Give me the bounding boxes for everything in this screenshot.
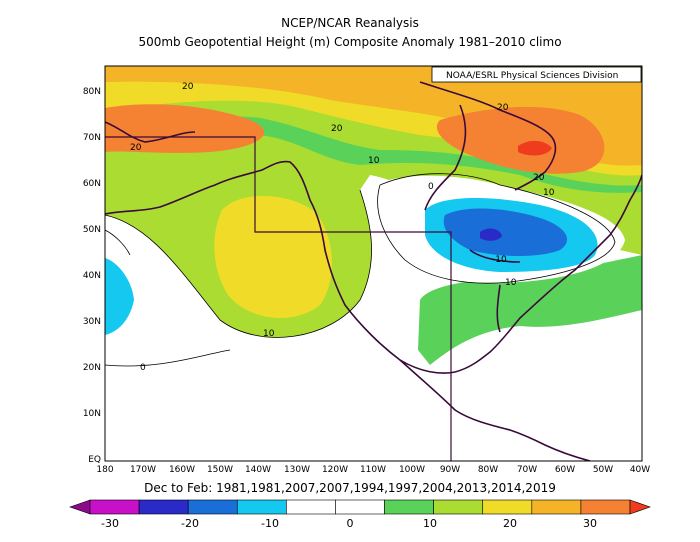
lon-label: 80W: [478, 465, 498, 475]
lon-label: 120W: [322, 465, 348, 475]
lat-label: 20N: [83, 363, 101, 373]
colorbar-cell: [433, 499, 484, 515]
title-line-1: NCEP/NCAR Reanalysis: [281, 16, 419, 30]
lon-label: 110W: [360, 465, 386, 475]
lon-label: 90W: [440, 465, 460, 475]
lon-label: 150W: [207, 465, 233, 475]
lon-label: 50W: [593, 465, 613, 475]
lat-label: 10N: [83, 409, 101, 419]
field-orange-east: [436, 106, 605, 174]
lat-label: 50N: [83, 225, 101, 235]
colorbar: -30 -20 -10 0 10 20 30: [69, 499, 651, 530]
colorbar-left-arrow: [69, 499, 91, 515]
contour-lines: [105, 173, 616, 367]
title-line-2: 500mb Geopotential Height (m) Composite …: [138, 35, 562, 49]
coastlines: [105, 81, 642, 461]
colorbar-cell: [187, 499, 238, 515]
contour-label-8: 0: [428, 182, 434, 192]
lon-label: 170W: [130, 465, 156, 475]
contour-label-9: 10: [263, 329, 275, 339]
region-box-lines: [105, 136, 452, 461]
credit-box: NOAA/ESRL Physical Sciences Division: [431, 66, 642, 83]
contour-label-7: 10: [543, 188, 555, 198]
lat-label: 40N: [83, 271, 101, 281]
lon-label: 140W: [245, 465, 271, 475]
lat-label: 70N: [83, 133, 101, 143]
contour-labels: 20 20 20 20 20 10 10 0 10 0 -10 10 0: [130, 82, 555, 373]
field-red-core: [518, 140, 552, 156]
colorbar-tick: 30: [583, 517, 597, 530]
colorbar-cell: [482, 499, 533, 515]
plot-frame: [104, 65, 643, 462]
field-orange-west: [105, 104, 265, 153]
colorbar-cell: [580, 499, 631, 515]
contour-label-2: 20: [497, 103, 509, 113]
lon-label: 180: [96, 465, 113, 475]
colorbar-cell: [286, 499, 336, 515]
lon-label: 160W: [169, 465, 195, 475]
colorbar-cell: [236, 499, 287, 515]
field-blue-east: [443, 208, 568, 256]
colorbar-tick: -30: [101, 517, 119, 530]
lon-label: 70W: [517, 465, 537, 475]
contour-label-11: -10: [492, 255, 507, 265]
colorbar-cell: [384, 499, 434, 515]
field-yellow-pacific: [214, 195, 332, 318]
contour-label-3: 20: [331, 124, 343, 134]
colorbar-tick: 10: [423, 517, 437, 530]
lat-label: 80N: [83, 87, 101, 97]
anomaly-field: 20 20 20 20 20 10 10 0 10 0 -10 10 0: [105, 66, 642, 461]
contour-label-10: 0: [140, 363, 146, 373]
lon-label: 40W: [630, 465, 650, 475]
footer-years: Dec to Feb: 1981,1981,2007,2007,1994,199…: [144, 481, 556, 495]
colorbar-tick: 0: [347, 517, 354, 530]
contour-label-6: 10: [368, 156, 380, 166]
colorbar-tick: 20: [503, 517, 517, 530]
lat-label: EQ: [88, 455, 101, 465]
field-cyan-west: [105, 258, 134, 335]
contour-label-5: 20: [533, 173, 545, 183]
colorbar-cell: [89, 499, 140, 515]
colorbar-cell: [138, 499, 189, 515]
field-lightorange-north: [105, 66, 642, 166]
lon-label: 130W: [284, 465, 310, 475]
lat-label: 30N: [83, 317, 101, 327]
contour-label-1: 20: [182, 82, 194, 92]
contour-label-12: 10: [505, 278, 517, 288]
lon-axis: 180 170W 160W 150W 140W 130W 120W 110W 1…: [96, 465, 650, 475]
lat-label: 60N: [83, 179, 101, 189]
lon-label: 60W: [555, 465, 575, 475]
colorbar-cell: [335, 499, 385, 515]
colorbar-ticks: -30 -20 -10 0 10 20 30: [101, 517, 597, 530]
colorbar-cell: [531, 499, 582, 515]
colorbar-tick: -10: [261, 517, 279, 530]
colorbar-right-arrow: [629, 499, 651, 515]
colorbar-tick: -20: [181, 517, 199, 530]
credit-text: NOAA/ESRL Physical Sciences Division: [446, 71, 618, 81]
contour-label-4: 20: [130, 143, 142, 153]
field-darkblue-core: [480, 228, 502, 241]
lon-label: 100W: [399, 465, 425, 475]
lat-axis: 80N 70N 60N 50N 40N 30N 20N 10N EQ: [83, 87, 101, 465]
